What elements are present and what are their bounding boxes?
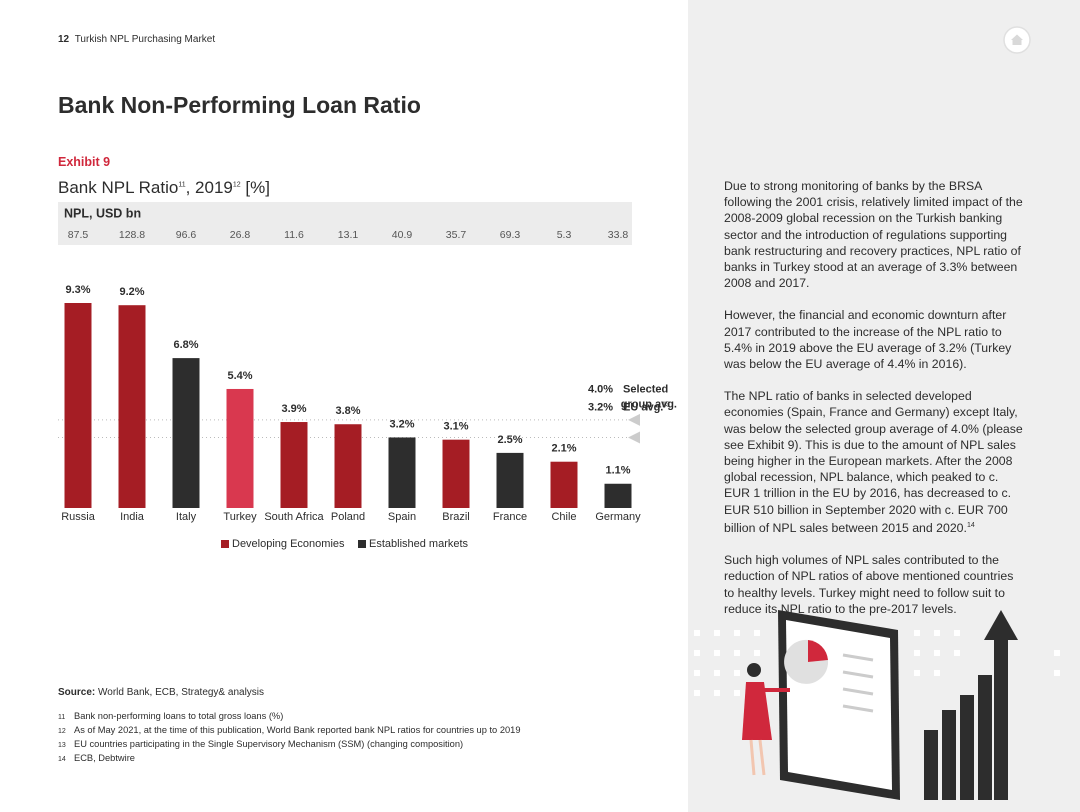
title-note: 11 [178, 181, 186, 189]
reference-label: Selected [623, 384, 668, 396]
bar [334, 424, 362, 508]
data-label: 1.1% [605, 465, 630, 477]
npl-value: 128.8 [119, 229, 145, 241]
footnote: 11 Bank non-performing loans to total gro… [58, 710, 521, 724]
source-label: Source: [58, 687, 96, 698]
footnote-text: EU countries participating in the Single… [74, 739, 464, 749]
footnotes: 11 Bank non-performing loans to total gro… [58, 710, 521, 766]
x-tick-label: Germany [595, 511, 641, 523]
data-label: 6.8% [173, 339, 198, 351]
exhibit-label: Exhibit 9 [58, 155, 111, 169]
footnote: 13 EU countries participating in the Sing… [58, 738, 521, 752]
x-tick-label: South Africa [264, 511, 324, 523]
x-tick-label: Spain [388, 511, 416, 523]
bar [226, 388, 254, 508]
data-label: 2.1% [551, 443, 576, 455]
npl-label: NPL, USD bn [64, 206, 141, 220]
paragraph: The NPL ratio of banks in selected devel… [724, 388, 1024, 536]
npl-value: 96.6 [176, 229, 197, 241]
x-tick-label: Chile [551, 511, 576, 523]
x-tick-label: Italy [176, 511, 197, 523]
data-label: 3.8% [335, 405, 360, 417]
legend-swatch [358, 540, 366, 548]
data-label: 3.1% [443, 421, 468, 433]
chart-title: Bank NPL Ratio11, 201912 [%] [58, 178, 270, 198]
footnote-number: 12 [58, 728, 66, 735]
bar [388, 437, 416, 508]
bar [442, 439, 470, 508]
home-button[interactable] [1002, 25, 1032, 55]
x-tick-label: Brazil [442, 511, 470, 523]
reference-marker [628, 413, 640, 426]
legend-label: Established markets [369, 538, 469, 550]
page-number: 12 [58, 34, 70, 45]
bar [172, 358, 200, 508]
bar [280, 422, 308, 508]
footnote: 12 As of May 2021, at the time of this pu… [58, 724, 521, 738]
footnote-number: 14 [58, 756, 66, 763]
bar [550, 461, 578, 508]
footnote-text: As of May 2021, at the time of this publ… [74, 725, 521, 735]
paragraph: Due to strong monitoring of banks by the… [724, 179, 1023, 291]
npl-value: 87.5 [68, 229, 89, 241]
reference-label: group avg. [621, 399, 677, 411]
running-header: 12 Turkish NPL Purchasing Market [58, 34, 215, 45]
reference-note: 13 [662, 401, 670, 408]
footnote-ref: 14 [966, 521, 975, 529]
npl-value: 35.7 [446, 229, 467, 241]
title-note: 12 [232, 181, 241, 189]
legend-swatch [221, 540, 229, 548]
paragraph-text: The NPL ratio of banks in selected devel… [724, 389, 1023, 535]
footnote-number: 11 [58, 714, 66, 721]
footnote: 14 ECB, Debtwire [58, 752, 521, 766]
npl-table-bg [58, 202, 632, 245]
x-tick-label: India [120, 511, 145, 523]
data-label: 3.2% [389, 418, 414, 430]
title-text: Bank NPL Ratio [58, 178, 179, 197]
footnote-number: 13 [58, 742, 66, 749]
npl-value: 11.6 [284, 229, 304, 241]
x-tick-label: France [493, 511, 527, 523]
source-text: World Bank, ECB, Strategy& analysis [98, 687, 265, 698]
chart: NPL, USD bn 4.0% Selected group avg. 3.2% EU… [58, 202, 677, 550]
reference-value-label: 4.0% [588, 384, 613, 396]
npl-value: 13.1 [338, 229, 359, 241]
npl-value: 69.3 [500, 229, 521, 241]
npl-value: 26.8 [230, 229, 251, 241]
footnote-text: ECB, Debtwire [74, 753, 135, 763]
bar [604, 483, 632, 508]
title-text: , 2019 [185, 178, 233, 197]
title-text: [%] [240, 178, 270, 197]
footnote-text: Bank non-performing loans to total gross… [74, 711, 284, 721]
header-title: Turkish NPL Purchasing Market [74, 34, 216, 45]
bar [118, 305, 146, 508]
reference-marker [628, 431, 640, 444]
paragraph: However, the financial and economic down… [724, 308, 1012, 372]
data-label: 5.4% [227, 370, 252, 382]
npl-value: 33.8 [608, 229, 629, 241]
bar [64, 303, 92, 508]
data-label: 9.2% [119, 286, 144, 298]
npl-value: 5.3 [557, 229, 572, 241]
x-tick-label: Poland [331, 511, 365, 523]
reference-label: EU avg. [623, 401, 663, 413]
data-label: 9.3% [65, 284, 90, 296]
data-label: 3.9% [281, 403, 306, 415]
legend-label: Developing Economies [232, 538, 345, 550]
x-tick-label: Turkey [223, 511, 257, 523]
data-label: 2.5% [497, 434, 522, 446]
paragraph: Such high volumes of NPL sales contribut… [724, 553, 1014, 616]
page-heading: Bank Non-Performing Loan Ratio [58, 92, 421, 118]
source: Source: World Bank, ECB, Strategy& analy… [58, 687, 264, 698]
x-tick-label: Russia [61, 511, 96, 523]
body-text: Due to strong monitoring of banks by the… [724, 178, 1024, 633]
reference-value-label: 3.2% [588, 401, 613, 413]
illustration [694, 610, 1060, 800]
bar [496, 452, 524, 508]
npl-value: 40.9 [392, 229, 413, 241]
